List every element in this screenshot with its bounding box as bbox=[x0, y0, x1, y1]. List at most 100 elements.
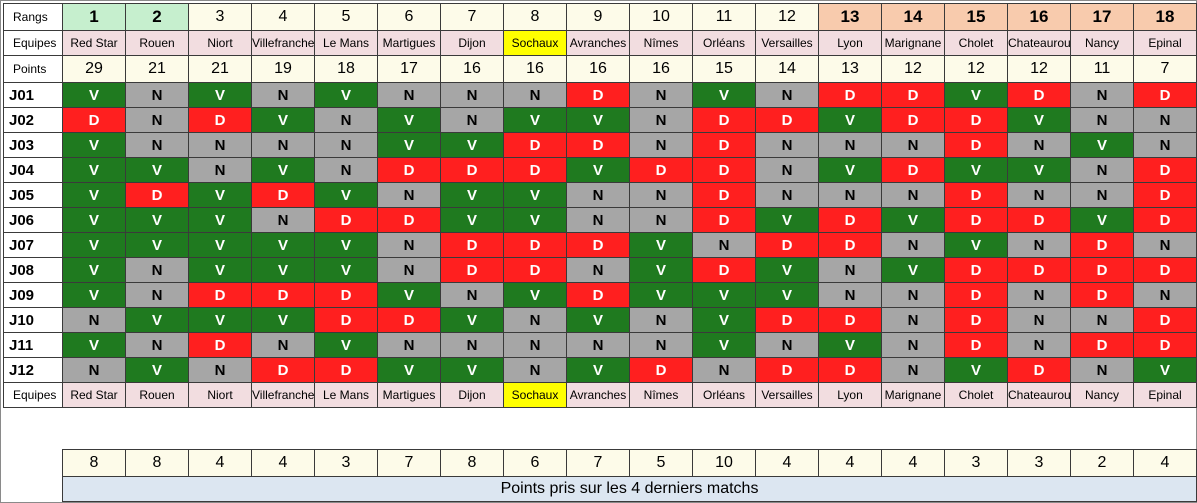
result-cell: D bbox=[755, 357, 819, 383]
result-cell: D bbox=[503, 257, 567, 283]
result-cell: V bbox=[125, 307, 189, 333]
result-cell: N bbox=[1007, 307, 1071, 333]
points-cell: 19 bbox=[251, 55, 315, 83]
result-cell: N bbox=[125, 107, 189, 133]
result-cell: D bbox=[692, 207, 756, 233]
result-cell: D bbox=[503, 132, 567, 158]
result-cell: D bbox=[692, 157, 756, 183]
result-cell: N bbox=[377, 257, 441, 283]
team-name-cell: Cholet bbox=[944, 30, 1008, 56]
result-cell: N bbox=[566, 182, 630, 208]
points-label: Points bbox=[3, 55, 63, 83]
recent-points-cell: 3 bbox=[944, 449, 1008, 477]
team-name-cell: Rouen bbox=[125, 382, 189, 408]
points-cell: 12 bbox=[944, 55, 1008, 83]
team-name-cell: Orléans bbox=[692, 30, 756, 56]
result-cell: V bbox=[1070, 207, 1134, 233]
ranks-row: Rangs 1 2 3 4 5 6 7 8 9 10 11 12 13 14 15 16 17 18 bbox=[3, 3, 1197, 31]
result-cell: D bbox=[692, 257, 756, 283]
result-cell: N bbox=[503, 332, 567, 358]
round-row: J07 V V V V V N D D D V N D D N V N D N bbox=[3, 232, 1197, 258]
result-cell: N bbox=[125, 332, 189, 358]
result-cell: N bbox=[881, 332, 945, 358]
result-cell: N bbox=[440, 107, 504, 133]
rank-cell: 6 bbox=[377, 3, 441, 31]
round-row: J03 V N N N N V V D D N D N N N D N V N bbox=[3, 132, 1197, 158]
round-label: J12 bbox=[3, 357, 63, 383]
result-cell: D bbox=[1007, 207, 1071, 233]
recent-caption-row: Points pris sur les 4 derniers matchs bbox=[62, 476, 1197, 502]
result-cell: D bbox=[818, 207, 882, 233]
round-row: J02 D N D V N V N V V N D D V D D V N N bbox=[3, 107, 1197, 133]
recent-points-cell: 3 bbox=[314, 449, 378, 477]
rank-cell: 5 bbox=[314, 3, 378, 31]
round-label: J03 bbox=[3, 132, 63, 158]
result-cell: N bbox=[1007, 332, 1071, 358]
rank-cell: 4 bbox=[251, 3, 315, 31]
result-cell: V bbox=[62, 207, 126, 233]
result-cell: V bbox=[62, 332, 126, 358]
team-name-cell: Versailles bbox=[755, 30, 819, 56]
result-cell: N bbox=[377, 332, 441, 358]
result-cell: V bbox=[440, 182, 504, 208]
recent-points-cell: 8 bbox=[62, 449, 126, 477]
result-cell: V bbox=[251, 107, 315, 133]
result-cell: D bbox=[566, 132, 630, 158]
team-name-cell: Sochaux bbox=[503, 382, 567, 408]
result-cell: D bbox=[1133, 257, 1197, 283]
recent-points-cell: 7 bbox=[377, 449, 441, 477]
result-cell: V bbox=[377, 107, 441, 133]
result-cell: V bbox=[62, 82, 126, 108]
team-name-cell: Lyon bbox=[818, 382, 882, 408]
rank-cell: 3 bbox=[188, 3, 252, 31]
result-cell: V bbox=[188, 182, 252, 208]
result-cell: D bbox=[944, 257, 1008, 283]
result-cell: D bbox=[818, 357, 882, 383]
result-cell: D bbox=[251, 282, 315, 308]
result-cell: D bbox=[629, 157, 693, 183]
team-name-cell: Red Star bbox=[62, 382, 126, 408]
result-cell: V bbox=[503, 107, 567, 133]
result-cell: D bbox=[503, 157, 567, 183]
team-name-cell: Rouen bbox=[125, 30, 189, 56]
recent-points-row: 8 8 4 4 3 7 8 6 7 5 10 4 4 4 3 3 2 4 bbox=[62, 449, 1197, 477]
result-cell: D bbox=[566, 82, 630, 108]
team-name-cell: Dijon bbox=[440, 382, 504, 408]
round-label: J01 bbox=[3, 82, 63, 108]
result-cell: D bbox=[1007, 257, 1071, 283]
result-cell: D bbox=[1070, 332, 1134, 358]
rank-cell: 1 bbox=[62, 3, 126, 31]
result-cell: N bbox=[629, 332, 693, 358]
result-cell: V bbox=[314, 232, 378, 258]
result-cell: N bbox=[377, 182, 441, 208]
result-cell: N bbox=[629, 182, 693, 208]
result-cell: N bbox=[629, 132, 693, 158]
round-label: J08 bbox=[3, 257, 63, 283]
result-cell: N bbox=[125, 282, 189, 308]
result-cell: D bbox=[944, 282, 1008, 308]
result-cell: N bbox=[440, 282, 504, 308]
result-cell: N bbox=[314, 132, 378, 158]
recent-points-cell: 4 bbox=[755, 449, 819, 477]
team-name-cell: Red Star bbox=[62, 30, 126, 56]
result-cell: N bbox=[1070, 107, 1134, 133]
result-cell: V bbox=[440, 307, 504, 333]
points-cell: 17 bbox=[377, 55, 441, 83]
result-cell: N bbox=[314, 157, 378, 183]
result-cell: N bbox=[1133, 282, 1197, 308]
result-cell: D bbox=[566, 282, 630, 308]
result-cell: N bbox=[881, 232, 945, 258]
teams-label-bottom: Equipes bbox=[3, 382, 63, 408]
result-cell: V bbox=[188, 257, 252, 283]
round-label: J02 bbox=[3, 107, 63, 133]
result-cell: D bbox=[944, 107, 1008, 133]
points-cell: 12 bbox=[881, 55, 945, 83]
result-cell: D bbox=[1133, 207, 1197, 233]
result-cell: V bbox=[755, 207, 819, 233]
result-cell: V bbox=[566, 157, 630, 183]
result-cell: N bbox=[1007, 182, 1071, 208]
result-cell: V bbox=[1133, 357, 1197, 383]
result-cell: N bbox=[692, 232, 756, 258]
round-label: J11 bbox=[3, 332, 63, 358]
